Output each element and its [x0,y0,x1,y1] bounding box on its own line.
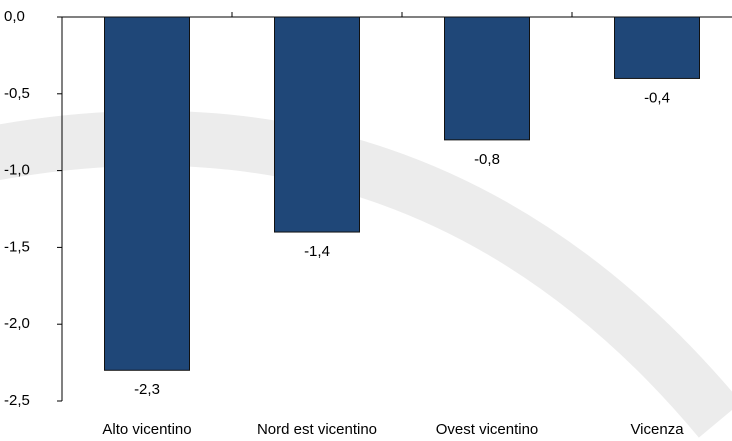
bar [614,16,700,79]
value-label: -1,4 [304,243,330,260]
x-tick-label: Ovest vicentino [436,421,539,438]
y-tick-label: 0,0 [4,8,25,25]
bar [104,16,190,371]
y-tick-label: -2,0 [4,315,30,332]
value-label: -2,3 [134,381,160,398]
background-arc [0,110,732,438]
y-tick-label: -1,0 [4,162,30,179]
bar [444,16,530,141]
x-tick-label: Nord est vicentino [257,421,377,438]
y-tick-label: -1,5 [4,238,30,255]
y-tick-label: -0,5 [4,85,30,102]
bar [274,16,360,233]
x-tick-label: Alto vicentino [102,421,191,438]
y-tick-label: -2,5 [4,392,30,409]
x-tick-label: Vicenza [630,421,684,438]
value-label: -0,8 [474,151,500,168]
value-label: -0,4 [644,89,670,106]
